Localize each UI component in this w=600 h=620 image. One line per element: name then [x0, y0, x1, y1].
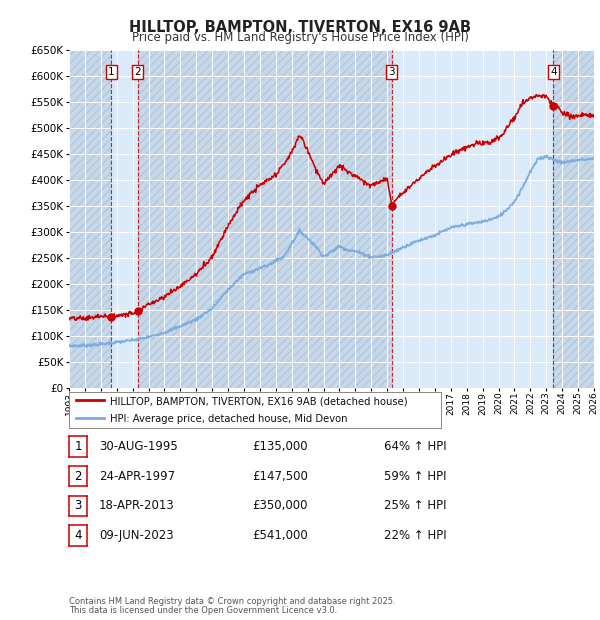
Text: 3: 3 — [74, 500, 82, 512]
Text: £147,500: £147,500 — [252, 470, 308, 482]
Text: 64% ↑ HPI: 64% ↑ HPI — [384, 440, 446, 453]
Text: 4: 4 — [74, 529, 82, 542]
Text: 4: 4 — [550, 67, 557, 77]
Text: 59% ↑ HPI: 59% ↑ HPI — [384, 470, 446, 482]
Text: 24-APR-1997: 24-APR-1997 — [99, 470, 175, 482]
Bar — [69, 50, 112, 388]
Bar — [112, 50, 137, 388]
Bar — [553, 50, 594, 388]
Text: 09-JUN-2023: 09-JUN-2023 — [99, 529, 173, 542]
Text: £541,000: £541,000 — [252, 529, 308, 542]
Text: 22% ↑ HPI: 22% ↑ HPI — [384, 529, 446, 542]
Text: Contains HM Land Registry data © Crown copyright and database right 2025.: Contains HM Land Registry data © Crown c… — [69, 597, 395, 606]
Text: 2: 2 — [134, 67, 141, 77]
Text: 2: 2 — [74, 470, 82, 482]
Text: This data is licensed under the Open Government Licence v3.0.: This data is licensed under the Open Gov… — [69, 606, 337, 615]
Text: HILLTOP, BAMPTON, TIVERTON, EX16 9AB: HILLTOP, BAMPTON, TIVERTON, EX16 9AB — [129, 20, 471, 35]
Text: £135,000: £135,000 — [252, 440, 308, 453]
Text: HPI: Average price, detached house, Mid Devon: HPI: Average price, detached house, Mid … — [110, 414, 347, 424]
Text: 1: 1 — [74, 440, 82, 453]
Text: 25% ↑ HPI: 25% ↑ HPI — [384, 500, 446, 512]
Text: 1: 1 — [108, 67, 115, 77]
Text: 18-APR-2013: 18-APR-2013 — [99, 500, 175, 512]
Text: Price paid vs. HM Land Registry's House Price Index (HPI): Price paid vs. HM Land Registry's House … — [131, 31, 469, 44]
Text: 3: 3 — [388, 67, 395, 77]
Text: 30-AUG-1995: 30-AUG-1995 — [99, 440, 178, 453]
Text: £350,000: £350,000 — [252, 500, 308, 512]
Text: HILLTOP, BAMPTON, TIVERTON, EX16 9AB (detached house): HILLTOP, BAMPTON, TIVERTON, EX16 9AB (de… — [110, 397, 407, 407]
Bar — [137, 50, 392, 388]
Bar — [392, 50, 553, 388]
